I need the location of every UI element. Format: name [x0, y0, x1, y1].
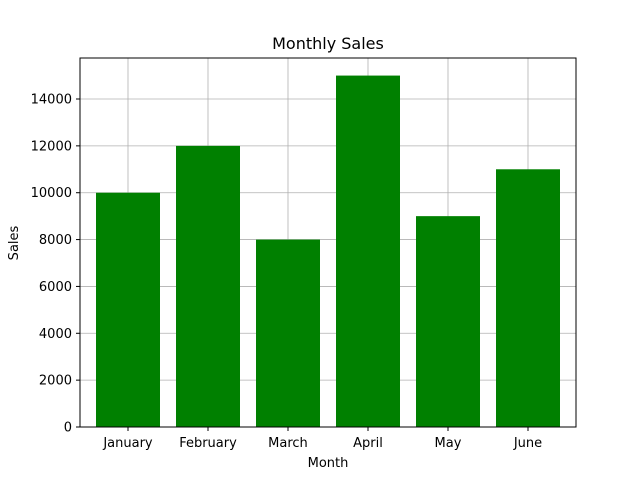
x-tick-label: April	[353, 436, 383, 451]
x-tick-label: January	[102, 436, 153, 451]
y-axis-ticks: 0 2000 4000 6000 8000 10000 12000 14000	[31, 93, 80, 436]
y-tick-label: 4000	[39, 327, 72, 342]
y-tick-label: 2000	[39, 374, 72, 389]
plot-frame	[79, 57, 577, 428]
x-tick-label: June	[513, 436, 542, 451]
y-tick-label: 0	[64, 421, 72, 436]
bar-january	[96, 192, 160, 427]
x-tick-label: February	[179, 436, 237, 451]
chart-title: Monthly Sales	[272, 34, 384, 53]
bar-february	[176, 145, 240, 427]
y-tick-label: 14000	[31, 93, 72, 108]
bar-may	[416, 216, 480, 427]
bar-june	[496, 169, 560, 428]
x-tick-label: May	[435, 436, 462, 451]
x-axis-label: Month	[308, 456, 349, 471]
y-tick-label: 12000	[31, 139, 72, 154]
x-axis-ticks: January February March April May June	[102, 427, 542, 451]
y-tick-label: 10000	[31, 186, 72, 201]
bar-april	[336, 75, 400, 428]
y-axis-label: Sales	[7, 225, 22, 260]
bars-layer	[96, 75, 560, 428]
y-tick-label: 8000	[39, 233, 72, 248]
bar-march	[256, 239, 320, 427]
x-tick-label: March	[268, 436, 308, 451]
y-tick-label: 6000	[39, 280, 72, 295]
